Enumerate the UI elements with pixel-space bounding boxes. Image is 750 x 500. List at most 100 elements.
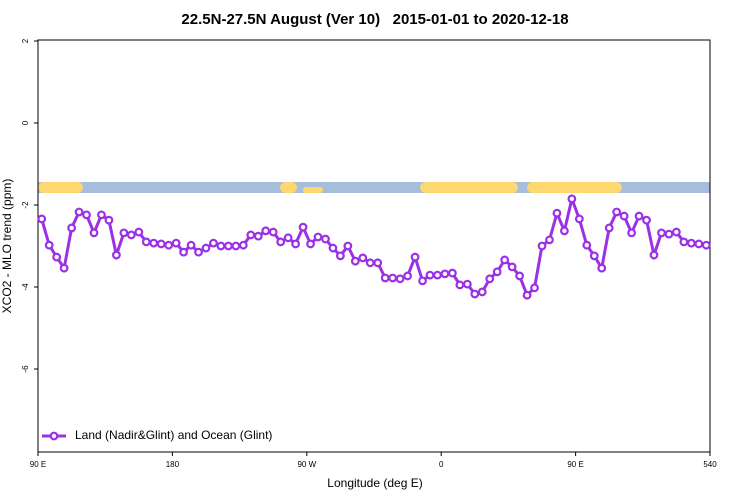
- data-point: [37, 214, 47, 224]
- data-point: [67, 223, 76, 233]
- land-segment: [38, 182, 83, 193]
- data-point: [612, 207, 622, 217]
- data-point: [627, 228, 636, 238]
- x-tick-label: 0: [439, 460, 444, 469]
- data-point: [395, 274, 405, 284]
- y-tick-label: -6: [21, 365, 30, 373]
- x-tick-label: 90 E: [567, 460, 583, 469]
- data-point: [545, 235, 554, 245]
- data-point: [328, 243, 338, 253]
- data-point: [343, 241, 353, 251]
- data-point: [522, 290, 532, 300]
- legend-marker: [49, 431, 59, 441]
- data-point: [560, 226, 569, 236]
- data-point: [597, 263, 607, 273]
- data-point: [589, 251, 599, 261]
- data-point: [97, 210, 106, 220]
- data-point: [672, 227, 681, 237]
- data-point: [686, 238, 696, 248]
- data-point: [298, 222, 308, 232]
- data-point: [231, 241, 241, 251]
- data-point: [238, 240, 248, 250]
- data-point: [492, 267, 502, 277]
- data-point: [268, 227, 278, 237]
- data-point: [201, 243, 211, 253]
- data-point: [418, 276, 427, 286]
- x-axis-label: Longitude (deg E): [327, 476, 422, 490]
- y-tick-label: 2: [21, 38, 30, 43]
- data-point: [604, 223, 614, 233]
- data-point: [574, 214, 584, 224]
- data-point: [462, 279, 472, 289]
- data-point: [425, 270, 435, 280]
- data-point: [664, 229, 674, 239]
- data-point: [44, 240, 54, 250]
- data-point: [209, 238, 218, 248]
- data-point: [283, 233, 293, 243]
- plot-frame: [37, 39, 711, 453]
- chart-title: 22.5N-27.5N August (Ver 10) 2015-01-01 t…: [181, 11, 568, 28]
- y-tick-label: 0: [21, 120, 30, 125]
- y-axis-label: XCO2 - MLO trend (ppm): [0, 179, 14, 314]
- data-point: [365, 258, 375, 268]
- data-point: [336, 251, 345, 261]
- y-tick-label: -2: [21, 201, 30, 209]
- x-tick-label: 90 W: [297, 460, 316, 469]
- land-segment: [527, 182, 622, 193]
- data-point: [186, 240, 196, 250]
- data-point: [701, 240, 711, 250]
- data-point: [126, 230, 136, 240]
- data-point: [179, 247, 189, 257]
- data-point: [679, 237, 689, 247]
- data-point: [156, 239, 166, 249]
- series-line: [40, 193, 707, 298]
- data-point: [104, 215, 114, 225]
- data-point: [694, 239, 704, 249]
- data-point: [223, 241, 233, 251]
- data-point: [537, 241, 547, 251]
- x-tick-label: 90 E: [30, 460, 46, 469]
- data-point: [276, 237, 286, 247]
- data-point: [582, 240, 592, 250]
- data-point: [373, 258, 383, 268]
- data-point: [306, 239, 315, 249]
- data-point: [485, 274, 495, 284]
- data-point: [313, 232, 323, 242]
- legend-label: Land (Nadir&Glint) and Ocean (Glint): [75, 428, 272, 442]
- y-tick-label: -4: [21, 283, 30, 291]
- data-point: [171, 238, 181, 248]
- land-segment: [303, 187, 323, 193]
- data-point: [358, 253, 368, 263]
- data-point: [433, 270, 442, 280]
- data-point: [642, 215, 651, 225]
- x-tick-label: 540: [703, 460, 717, 469]
- data-point: [470, 289, 480, 299]
- data-point: [164, 240, 174, 250]
- ocean-band: [38, 182, 710, 193]
- data-point: [507, 262, 517, 272]
- data-point: [448, 268, 457, 278]
- data-point: [649, 250, 659, 260]
- data-point: [388, 273, 398, 283]
- data-point: [216, 241, 226, 251]
- data-point: [657, 228, 666, 238]
- data-point: [119, 228, 129, 238]
- data-point: [410, 252, 420, 262]
- data-point: [567, 194, 577, 204]
- land-segment: [420, 182, 518, 193]
- data-point: [380, 273, 390, 283]
- data-point: [500, 255, 510, 265]
- x-tick-label: 180: [166, 460, 180, 469]
- data-point: [619, 211, 629, 221]
- land-ocean-strip: [38, 182, 710, 193]
- land-segment: [280, 182, 297, 193]
- data-point: [530, 283, 539, 293]
- data-point: [261, 226, 271, 236]
- data-point: [141, 237, 151, 247]
- data-point: [350, 256, 360, 266]
- data-point: [634, 211, 644, 221]
- data-point: [515, 271, 524, 281]
- data-point: [59, 263, 69, 273]
- data-point: [477, 287, 487, 297]
